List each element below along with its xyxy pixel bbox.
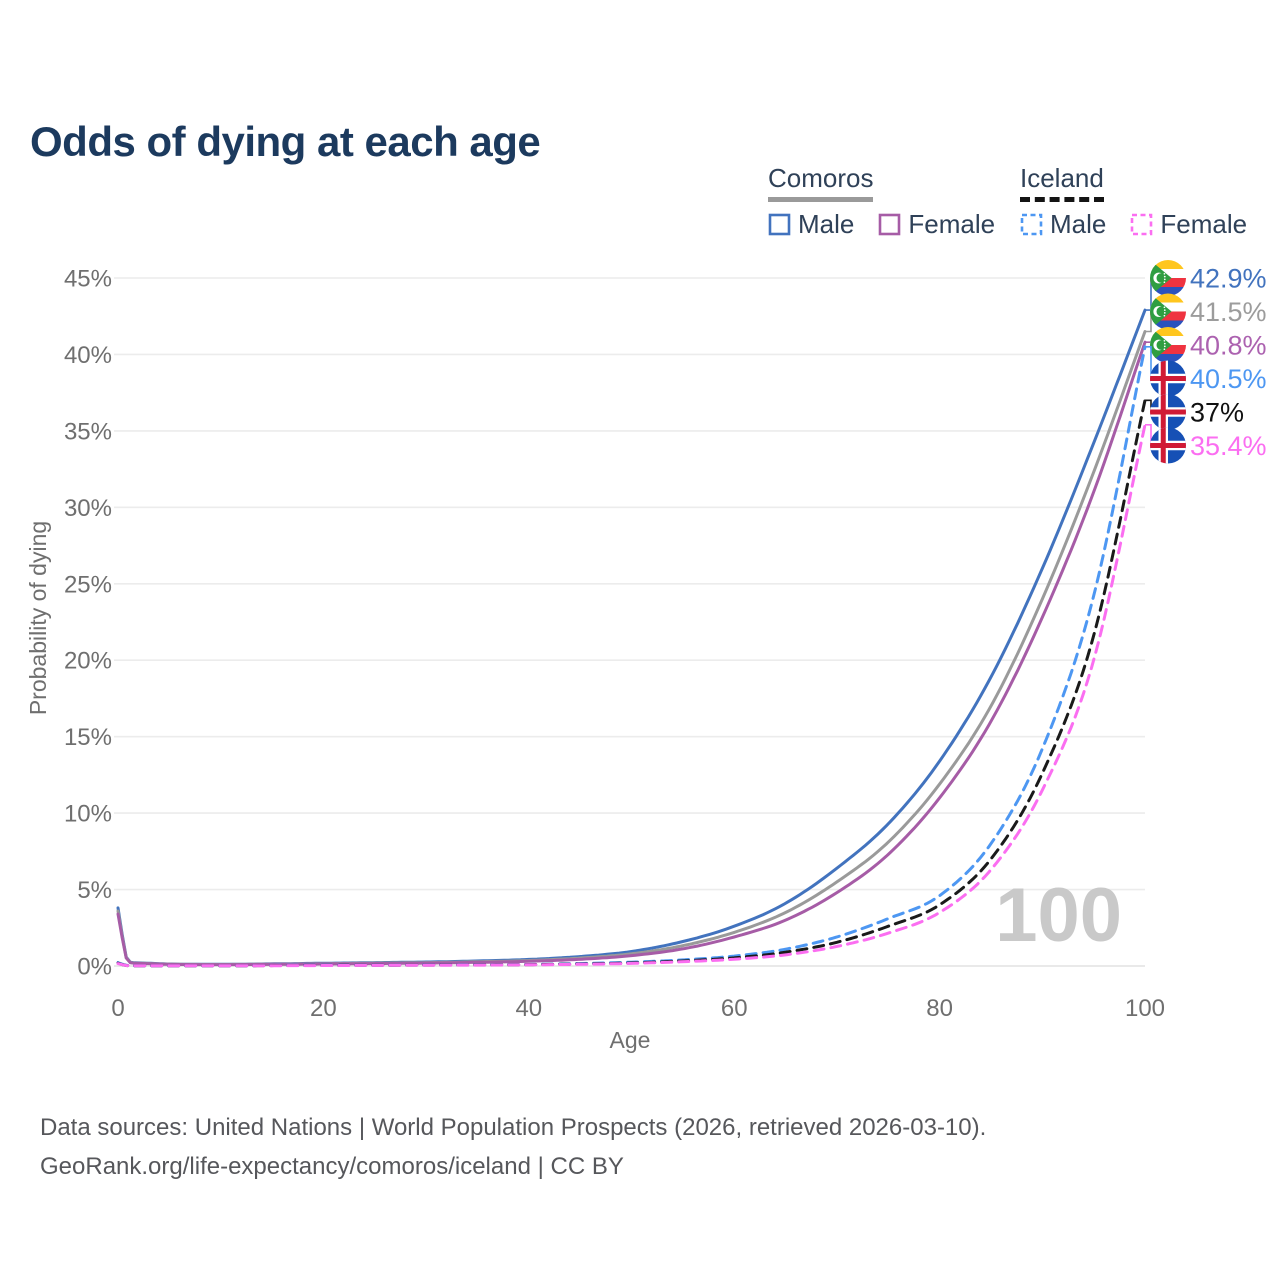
watermark-age-100: 100 (995, 873, 1122, 958)
legend-toggle-comoros-male[interactable]: Male (768, 209, 854, 240)
x-tick-label-0: 0 (111, 995, 124, 1022)
y-tick-label-7: 35% (64, 418, 112, 445)
legend-label: Female (908, 209, 996, 239)
checkbox-dashed-blue-icon (1020, 213, 1043, 236)
x-axis: 0 20 40 60 80 100 Age (111, 995, 1165, 1053)
end-label-value: 35.4% (1190, 431, 1267, 461)
x-tick-label-2: 40 (515, 995, 542, 1022)
comoros-flag-icon (1150, 327, 1186, 363)
end-label-iceland-both: 37% (1145, 394, 1244, 430)
y-tick-label-8: 40% (64, 342, 112, 369)
y-axis-title: Probability of dying (25, 521, 51, 715)
y-tick-label-1: 5% (77, 877, 112, 904)
legend-label: Male (798, 209, 855, 239)
series-lines (116, 308, 1147, 968)
y-tick-label-4: 20% (64, 648, 112, 675)
x-axis-title: Age (610, 1027, 651, 1053)
end-label-iceland-female: 35.4% (1145, 424, 1267, 464)
x-tick-label-3: 60 (721, 995, 748, 1022)
end-label-value: 42.9% (1190, 264, 1267, 294)
checkbox-solid-blue-icon (768, 213, 791, 236)
end-labels: 42.9% 41.5% 40.8% 40.5% 37% 35.4% (1145, 260, 1267, 464)
iceland-flag-icon (1150, 394, 1186, 430)
comoros-flag-icon (1150, 294, 1186, 330)
gridlines (114, 277, 1145, 967)
y-tick-label-9: 45% (64, 266, 112, 293)
data-sources-line: Data sources: United Nations | World Pop… (40, 1114, 987, 1141)
legend-group-comoros: Comoros Male Female (768, 163, 1019, 240)
end-label-value: 40.5% (1190, 364, 1267, 394)
y-tick-label-2: 10% (64, 801, 112, 828)
x-tick-label-5: 100 (1125, 995, 1165, 1022)
checkbox-dashed-pink-icon (1131, 213, 1153, 236)
y-axis: 0% 5% 10% 15% 20% 25% 30% 35% 40% 45% Pr… (25, 266, 112, 981)
end-label-comoros-female: 40.8% (1145, 327, 1267, 363)
y-tick-label-3: 15% (64, 724, 112, 751)
checkbox-solid-purple-icon (879, 213, 901, 236)
comoros-flag-icon (1150, 260, 1186, 296)
end-label-value: 37% (1190, 398, 1244, 428)
end-label-comoros-male: 42.9% (1145, 260, 1267, 311)
legend-toggle-comoros-female[interactable]: Female (878, 209, 995, 240)
end-label-comoros-both: 41.5% (1145, 294, 1267, 333)
iceland-both-line (116, 398, 1147, 968)
legend-label: Female (1160, 209, 1248, 239)
y-tick-label-0: 0% (77, 954, 112, 981)
iceland-male-line (116, 345, 1147, 968)
iceland-flag-icon (1150, 361, 1186, 397)
end-label-value: 40.8% (1190, 331, 1267, 361)
footer: Data sources: United Nations | World Pop… (40, 1108, 986, 1186)
end-label-iceland-male: 40.5% (1145, 346, 1267, 397)
attribution-line: GeoRank.org/life-expectancy/comoros/icel… (40, 1153, 624, 1180)
iceland-female-line (116, 423, 1147, 968)
comoros-male-line (116, 308, 1147, 966)
page-title: Odds of dying at each age (30, 118, 541, 166)
comoros-both-line (116, 330, 1147, 966)
x-tick-label-1: 20 (310, 995, 337, 1022)
legend-label: Male (1050, 209, 1107, 239)
iceland-flag-icon (1150, 428, 1186, 464)
y-tick-label-5: 25% (64, 571, 112, 598)
legend-group-iceland: Iceland Male Female (1020, 163, 1271, 240)
legend-toggle-iceland-male[interactable]: Male (1020, 209, 1106, 240)
y-tick-label-6: 30% (64, 495, 112, 522)
x-tick-label-4: 80 (926, 995, 953, 1022)
legend: Comoros Male Female Iceland Male Female (0, 163, 1280, 243)
legend-toggle-iceland-female[interactable]: Female (1130, 209, 1247, 240)
legend-country-comoros: Comoros (768, 163, 874, 202)
end-label-value: 41.5% (1190, 297, 1267, 327)
legend-country-iceland: Iceland (1020, 163, 1104, 202)
